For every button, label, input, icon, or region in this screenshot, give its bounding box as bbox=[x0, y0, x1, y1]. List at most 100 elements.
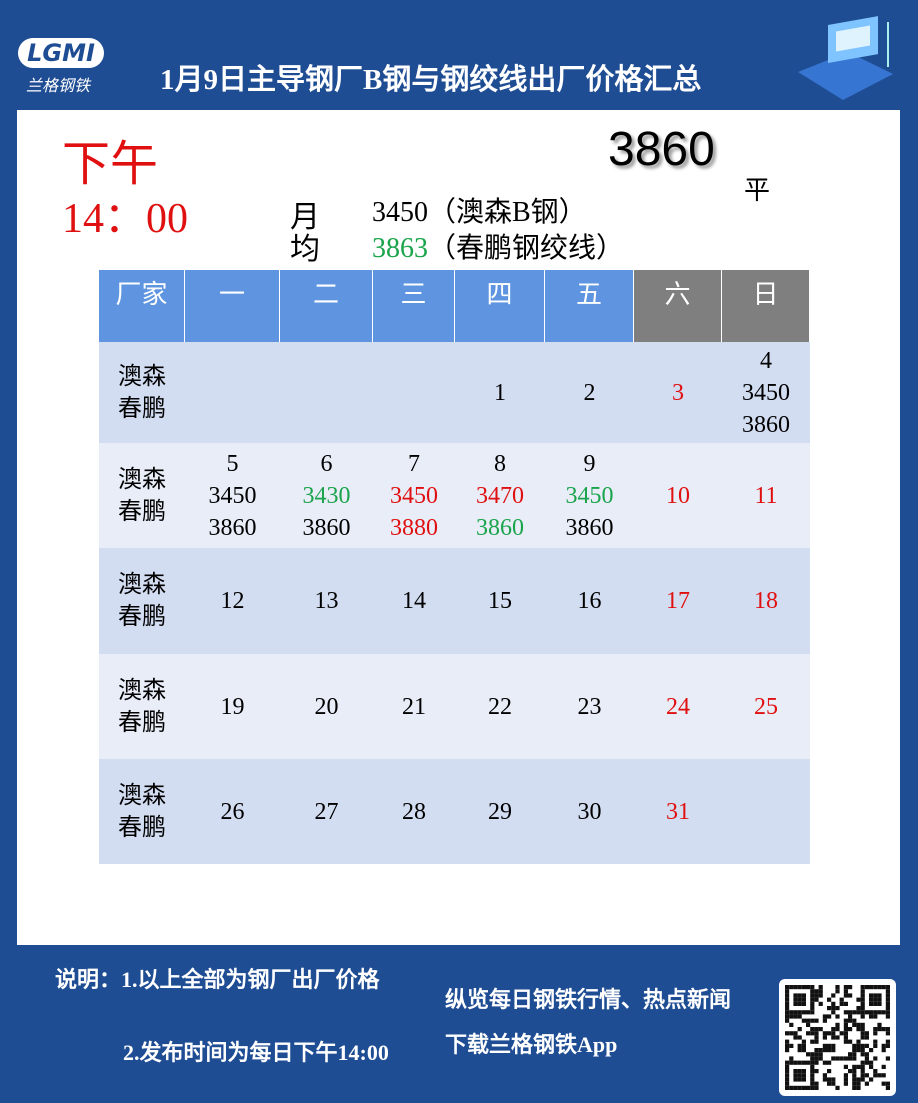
qr-module bbox=[873, 1027, 878, 1032]
qr-module bbox=[869, 1077, 874, 1082]
day-cell: 22 bbox=[455, 654, 545, 759]
row-label: 澳森 春鹏 bbox=[99, 443, 185, 548]
cell-line: 26 bbox=[220, 798, 245, 825]
qr-module bbox=[852, 1022, 857, 1027]
qr-module bbox=[831, 1035, 836, 1040]
qr-module bbox=[869, 1060, 874, 1065]
price-table: 厂家一二三四五六日澳森 春鹏 1 2 3 4 3450 3860 澳森 春鹏 5 3450 3860 6 3… bbox=[99, 270, 810, 864]
qr-module bbox=[877, 1001, 882, 1006]
qr-module bbox=[789, 1056, 794, 1061]
qr-module bbox=[814, 1052, 819, 1057]
cell-line: 4 bbox=[760, 347, 772, 374]
qr-module bbox=[848, 1018, 853, 1023]
qr-module bbox=[856, 1064, 861, 1069]
qr-module bbox=[885, 1010, 890, 1015]
qr-module bbox=[864, 1043, 869, 1048]
cell-line: 20 bbox=[314, 693, 339, 720]
qr-module bbox=[822, 1077, 827, 1082]
row-label: 澳森 春鹏 bbox=[99, 342, 185, 443]
qr-module bbox=[797, 1069, 802, 1074]
qr-module bbox=[814, 997, 819, 1002]
qr-module bbox=[810, 1064, 815, 1069]
qr-module bbox=[822, 1035, 827, 1040]
qr-module bbox=[852, 1052, 857, 1057]
qr-module bbox=[827, 1060, 832, 1065]
qr-module bbox=[797, 1027, 802, 1032]
cell-line: 9 bbox=[583, 450, 596, 477]
qr-module bbox=[873, 985, 878, 990]
qr-module bbox=[814, 1031, 819, 1036]
day-cell: 20 bbox=[280, 654, 373, 759]
qr-module bbox=[885, 997, 890, 1002]
qr-module bbox=[843, 1039, 848, 1044]
qr-module bbox=[797, 1073, 802, 1078]
qr-module bbox=[793, 1001, 798, 1006]
row-bg bbox=[99, 342, 810, 443]
qr-module bbox=[806, 1052, 811, 1057]
qr-module bbox=[793, 1085, 798, 1090]
cell-line: 25 bbox=[754, 693, 778, 720]
title: 1月9日主导钢厂B钢与钢绞线出厂价格汇总 bbox=[160, 64, 702, 96]
qr-module bbox=[835, 1056, 840, 1061]
cell-line: 3430 bbox=[302, 482, 351, 509]
qr-module bbox=[797, 1043, 802, 1048]
qr-module bbox=[801, 1018, 806, 1023]
qr-module bbox=[801, 1010, 806, 1015]
label-line: 春鹏 bbox=[118, 604, 166, 630]
qr-module bbox=[810, 1006, 815, 1011]
qr-module bbox=[806, 1060, 811, 1065]
day-cell: 28 bbox=[373, 759, 455, 864]
qr-module bbox=[797, 1035, 802, 1040]
cell-line: 3450 bbox=[390, 482, 438, 509]
qr-module bbox=[860, 1035, 865, 1040]
qr-module bbox=[797, 993, 802, 998]
qr-module bbox=[860, 1010, 865, 1015]
qr-module bbox=[785, 1010, 790, 1015]
qr-module bbox=[793, 1077, 798, 1082]
day-cell: 17 bbox=[634, 548, 722, 654]
qr-module bbox=[881, 1010, 886, 1015]
cell-line: 11 bbox=[754, 482, 778, 509]
qr-module bbox=[789, 985, 794, 990]
label-line: 澳森 bbox=[118, 572, 166, 598]
qr-module bbox=[843, 985, 848, 990]
qr-module bbox=[852, 1043, 857, 1048]
qr-module bbox=[877, 1073, 882, 1078]
qr-module bbox=[873, 993, 878, 998]
cell-line: 3 bbox=[672, 379, 684, 406]
qr-module bbox=[860, 1060, 865, 1065]
qr-module bbox=[873, 1056, 878, 1061]
qr-module bbox=[860, 1006, 865, 1011]
cell-line: 17 bbox=[666, 588, 690, 614]
qr-module bbox=[810, 1001, 815, 1006]
qr-module bbox=[814, 993, 819, 998]
qr-module bbox=[806, 1022, 811, 1027]
qr-module bbox=[835, 1035, 840, 1040]
qr-module bbox=[810, 1073, 815, 1078]
qr-module bbox=[789, 1014, 794, 1019]
price: 3860 bbox=[608, 123, 715, 176]
qr-module bbox=[810, 1027, 815, 1032]
qr-module bbox=[885, 1039, 890, 1044]
qr-module bbox=[848, 1010, 853, 1015]
qr-module bbox=[873, 1069, 878, 1074]
table-header: 二 bbox=[280, 270, 372, 342]
qr-module bbox=[818, 1052, 823, 1057]
qr-module bbox=[814, 989, 819, 994]
qr-module bbox=[860, 1073, 865, 1078]
qr-module bbox=[822, 1060, 827, 1065]
qr-module bbox=[810, 1081, 815, 1086]
qr-module bbox=[881, 1027, 886, 1032]
qr-module bbox=[869, 993, 874, 998]
qr-code bbox=[779, 979, 896, 1096]
qr-module bbox=[797, 1048, 802, 1053]
label-line: 春鹏 bbox=[118, 498, 166, 525]
cell-line: 28 bbox=[402, 798, 426, 825]
cell-line: 3450 bbox=[565, 482, 614, 509]
label-line: 澳森 bbox=[118, 677, 166, 704]
qr-module bbox=[839, 1031, 844, 1036]
qr-module bbox=[793, 1035, 798, 1040]
qr-module bbox=[852, 1081, 857, 1086]
row-label: 澳森 春鹏 bbox=[99, 759, 185, 864]
qr-module bbox=[881, 1043, 886, 1048]
